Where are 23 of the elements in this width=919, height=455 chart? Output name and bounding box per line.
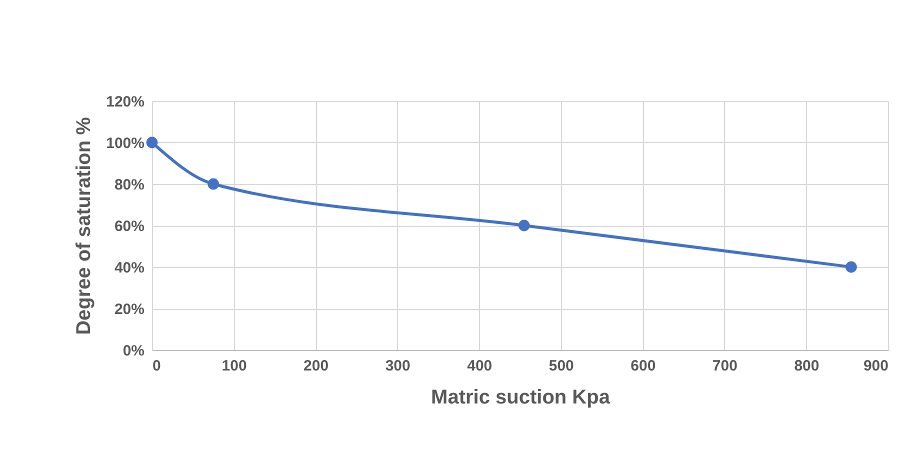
x-tick-label: 0 xyxy=(152,358,161,374)
point xyxy=(846,261,857,273)
x-tick-label: 300 xyxy=(385,358,410,374)
y-tick-label: 120% xyxy=(106,94,144,110)
x-tick-label: 400 xyxy=(467,358,492,374)
x-tick-label: 700 xyxy=(712,358,738,374)
y-tick-label: 40% xyxy=(114,260,144,276)
point xyxy=(208,178,220,190)
x-tick-label: 900 xyxy=(863,358,888,374)
y-tick-label: 60% xyxy=(114,218,144,235)
y-tick-label: 0% xyxy=(122,342,144,360)
x-tick-label: 500 xyxy=(548,358,574,374)
point xyxy=(518,220,530,232)
y-axis-title: Degree of saturation % xyxy=(73,116,96,335)
y-tick-label: 80% xyxy=(114,176,144,194)
y-tick-label: 100% xyxy=(106,135,144,152)
x-tick-label: 100 xyxy=(222,358,247,374)
x-axis-title: Matric suction Kpa xyxy=(431,386,611,408)
y-tick-label: 20% xyxy=(114,301,144,318)
x-tick-label: 800 xyxy=(794,358,820,374)
x-tick-label: 200 xyxy=(304,358,329,374)
x-tick-label: 600 xyxy=(630,358,656,374)
point xyxy=(146,136,158,148)
